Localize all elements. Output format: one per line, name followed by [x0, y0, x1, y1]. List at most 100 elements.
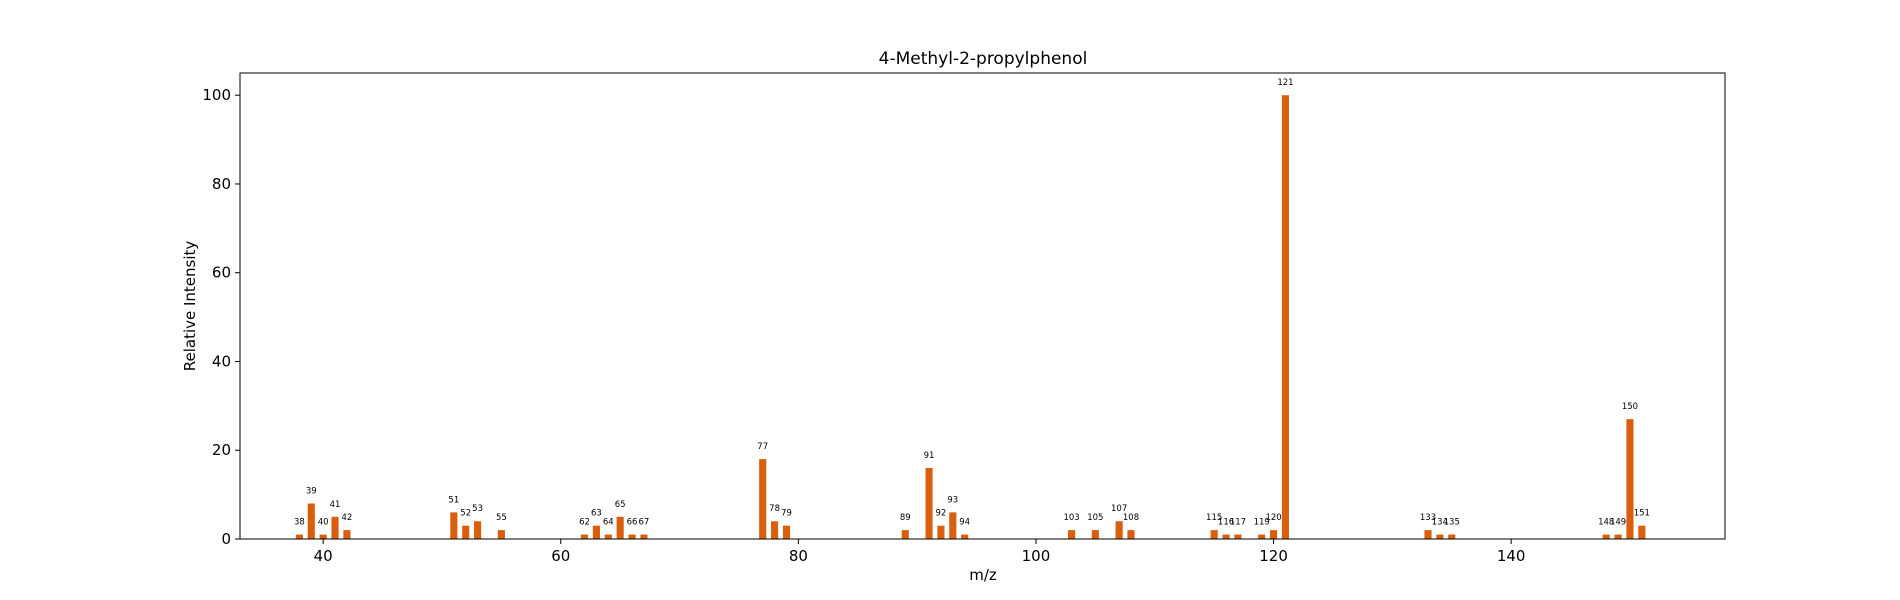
- bar-mz-94: [961, 534, 969, 539]
- x-tick-label-60: 60: [551, 547, 570, 565]
- bar-label-mz-67: 67: [639, 518, 650, 528]
- bar-label-mz-103: 103: [1063, 513, 1079, 523]
- bar-mz-121: [1281, 95, 1290, 539]
- bar-mz-150: [1626, 419, 1634, 539]
- bar-mz-41: [331, 516, 339, 539]
- bar-label-mz-66: 66: [627, 518, 638, 528]
- y-axis: 0 20 40 60 80 100: [202, 86, 240, 548]
- bar-label-mz-151: 151: [1634, 509, 1650, 519]
- bar-label-mz-94: 94: [959, 518, 970, 528]
- x-tick-label-120: 120: [1259, 547, 1288, 565]
- bar-label-mz-148: 148: [1598, 518, 1614, 528]
- bars-group: [295, 95, 1646, 539]
- bar-mz-151: [1638, 525, 1646, 539]
- bar-label-mz-51: 51: [448, 495, 459, 505]
- x-tick-label-140: 140: [1497, 547, 1526, 565]
- bar-mz-63: [592, 525, 600, 539]
- bar-mz-42: [343, 530, 351, 539]
- bar-label-mz-121: 121: [1277, 78, 1293, 88]
- x-axis: 40 60 80 100 120 140: [314, 539, 1526, 565]
- bar-label-mz-55: 55: [496, 513, 507, 523]
- bar-mz-105: [1091, 530, 1099, 539]
- bar-label-mz-91: 91: [924, 451, 935, 461]
- bar-label-mz-150: 150: [1622, 402, 1638, 412]
- bar-label-mz-119: 119: [1254, 518, 1270, 528]
- y-tick-label-40: 40: [212, 352, 231, 370]
- bar-mz-66: [628, 534, 636, 539]
- bar-mz-39: [307, 503, 315, 539]
- bar-label-mz-41: 41: [330, 500, 341, 510]
- bar-mz-133: [1424, 530, 1432, 539]
- y-tick-label-0: 0: [221, 530, 231, 548]
- bar-label-mz-42: 42: [342, 513, 353, 523]
- bar-mz-51: [450, 512, 458, 539]
- bar-label-mz-135: 135: [1444, 518, 1460, 528]
- bar-label-mz-117: 117: [1230, 518, 1246, 528]
- chart-title: 4-Methyl-2-propylphenol: [879, 49, 1088, 69]
- x-axis-label: m/z: [969, 566, 997, 584]
- bar-label-mz-108: 108: [1123, 513, 1139, 523]
- y-tick-label-100: 100: [202, 86, 231, 104]
- bar-mz-53: [474, 521, 482, 539]
- bar-mz-79: [782, 525, 791, 539]
- x-tick-label-80: 80: [789, 547, 808, 565]
- bar-label-mz-92: 92: [936, 509, 947, 519]
- bar-mz-103: [1068, 530, 1076, 539]
- bar-mz-120: [1269, 530, 1278, 539]
- bar-mz-89: [901, 530, 909, 539]
- bar-label-mz-133: 133: [1420, 513, 1436, 523]
- y-tick-label-60: 60: [212, 264, 231, 282]
- bar-label-mz-64: 64: [603, 518, 614, 528]
- bar-label-mz-93: 93: [947, 495, 958, 505]
- bar-mz-107: [1115, 521, 1123, 539]
- bar-label-mz-79: 79: [781, 509, 792, 519]
- bar-mz-119: [1258, 534, 1266, 539]
- bar-label-mz-89: 89: [900, 513, 911, 523]
- bar-label-mz-63: 63: [591, 509, 602, 519]
- bar-mz-93: [949, 512, 957, 539]
- bar-mz-55: [497, 530, 505, 539]
- bar-mz-77: [759, 459, 767, 539]
- bar-mz-148: [1602, 534, 1610, 539]
- bar-label-mz-53: 53: [472, 504, 483, 514]
- bar-label-mz-39: 39: [306, 486, 317, 496]
- bar-label-mz-52: 52: [460, 509, 471, 519]
- bar-mz-38: [295, 534, 303, 539]
- plot-frame: [239, 72, 1726, 540]
- bar-label-mz-120: 120: [1265, 513, 1281, 523]
- bar-mz-62: [580, 534, 589, 539]
- bar-mz-52: [462, 525, 470, 539]
- bar-mz-134: [1436, 534, 1444, 539]
- bar-mz-40: [319, 534, 327, 539]
- bar-label-mz-149: 149: [1610, 518, 1626, 528]
- bar-mz-135: [1448, 534, 1456, 539]
- bar-label-mz-105: 105: [1087, 513, 1103, 523]
- bar-mz-117: [1234, 534, 1242, 539]
- y-tick-label-20: 20: [212, 441, 231, 459]
- bar-label-mz-38: 38: [294, 518, 305, 528]
- x-tick-label-40: 40: [314, 547, 333, 565]
- y-axis-label: Relative Intensity: [181, 241, 199, 372]
- bar-mz-115: [1210, 530, 1218, 539]
- bar-mz-108: [1127, 530, 1135, 539]
- bar-mz-65: [616, 516, 624, 539]
- bar-mz-91: [925, 467, 933, 539]
- x-tick-label-100: 100: [1022, 547, 1051, 565]
- bar-label-mz-107: 107: [1111, 504, 1127, 514]
- bar-label-mz-116: 116: [1218, 518, 1234, 528]
- bar-label-mz-62: 62: [579, 518, 590, 528]
- bar-mz-78: [771, 521, 779, 539]
- bar-label-mz-65: 65: [615, 500, 626, 510]
- y-tick-label-80: 80: [212, 175, 231, 193]
- bar-label-mz-78: 78: [769, 504, 780, 514]
- bar-label-mz-40: 40: [318, 518, 329, 528]
- bar-mz-92: [937, 525, 945, 539]
- bar-label-mz-134: 134: [1432, 518, 1448, 528]
- bar-label-mz-115: 115: [1206, 513, 1222, 523]
- bar-mz-149: [1614, 534, 1622, 539]
- bar-label-mz-77: 77: [757, 442, 768, 452]
- bar-mz-67: [640, 534, 648, 539]
- bar-mz-64: [604, 534, 612, 539]
